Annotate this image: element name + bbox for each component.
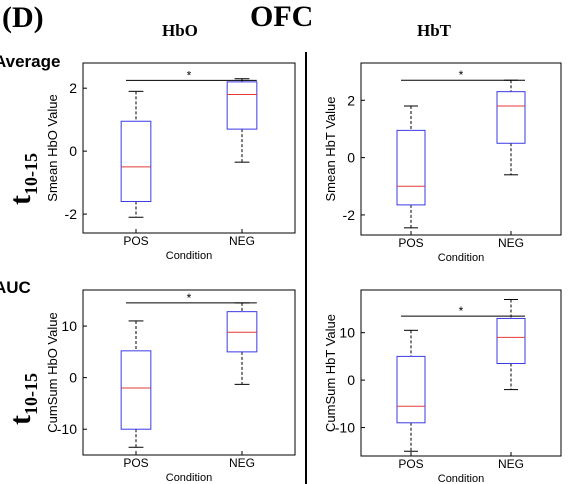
- boxplot-average-hbo: -2 0 2 POS NEG Condition Smean HbO Value *: [45, 62, 296, 262]
- y-tick-label: -2: [65, 206, 78, 222]
- y-axis-label: CumSum HbT Value: [323, 314, 338, 432]
- y-tick-label: -10: [57, 421, 77, 437]
- y-tick-label: 2: [347, 92, 355, 108]
- box-pos: [396, 355, 426, 424]
- plot-frame: [82, 289, 296, 456]
- panel-label: (D): [2, 1, 44, 34]
- x-axis-label: Condition: [166, 250, 212, 262]
- region-title: OFC: [250, 0, 314, 33]
- x-tick-label: POS: [123, 234, 148, 248]
- y-tick-label: 2: [69, 80, 77, 96]
- x-tick-label: POS: [398, 457, 423, 471]
- box-pos: [120, 120, 152, 203]
- y-tick-label: 0: [347, 150, 355, 166]
- significance-marker: *: [187, 291, 192, 305]
- box-neg: [226, 81, 258, 130]
- box-neg: [226, 311, 258, 353]
- plot-frame: [360, 289, 562, 457]
- y-tick-label: 0: [69, 143, 77, 159]
- plot-frame: [360, 62, 562, 236]
- y-tick-label: -2: [343, 207, 356, 223]
- boxplot-auc-hbo: -10 0 10 POS NEG Condition CumSum HbO Value *: [45, 289, 296, 484]
- y-axis-label: CumSum HbO Value: [45, 312, 60, 432]
- significance-marker: *: [459, 68, 464, 82]
- column-title-hbo: HbO: [162, 21, 198, 40]
- x-axis-label: Condition: [438, 473, 484, 484]
- y-tick-label: 10: [339, 325, 355, 341]
- x-tick-label: NEG: [229, 456, 255, 470]
- plot-frame: [82, 62, 296, 234]
- x-tick-label: NEG: [498, 457, 524, 471]
- x-tick-label: NEG: [229, 234, 255, 248]
- box-pos: [120, 350, 152, 430]
- row-label-auc: AUC: [0, 278, 31, 297]
- y-tick-label: 0: [347, 372, 355, 388]
- x-axis-label: Condition: [438, 252, 484, 264]
- y-axis-label: Smean HbO Value: [45, 94, 60, 201]
- column-divider: [305, 52, 307, 484]
- significance-marker: *: [187, 68, 192, 82]
- box-neg: [496, 317, 526, 365]
- x-tick-label: POS: [398, 236, 423, 250]
- box-pos: [396, 129, 426, 206]
- y-tick-label: -10: [335, 420, 355, 436]
- boxplot-auc-hbt: -10 0 10 POS NEG Condition CumSum HbT Value *: [323, 289, 562, 484]
- y-tick-label: 10: [61, 318, 77, 334]
- boxplot-average-hbt: -2 0 2 POS NEG Condition Smean HbT Value *: [323, 62, 562, 264]
- column-title-hbt: HbT: [417, 21, 452, 40]
- box-neg: [496, 91, 526, 144]
- x-tick-label: NEG: [498, 236, 524, 250]
- x-axis-label: Condition: [166, 472, 212, 484]
- significance-marker: *: [459, 304, 464, 318]
- row-label-average: Average: [0, 52, 61, 71]
- y-axis-label: Smean HbT Value: [323, 96, 338, 201]
- y-tick-label: 0: [69, 370, 77, 386]
- x-tick-label: POS: [123, 456, 148, 470]
